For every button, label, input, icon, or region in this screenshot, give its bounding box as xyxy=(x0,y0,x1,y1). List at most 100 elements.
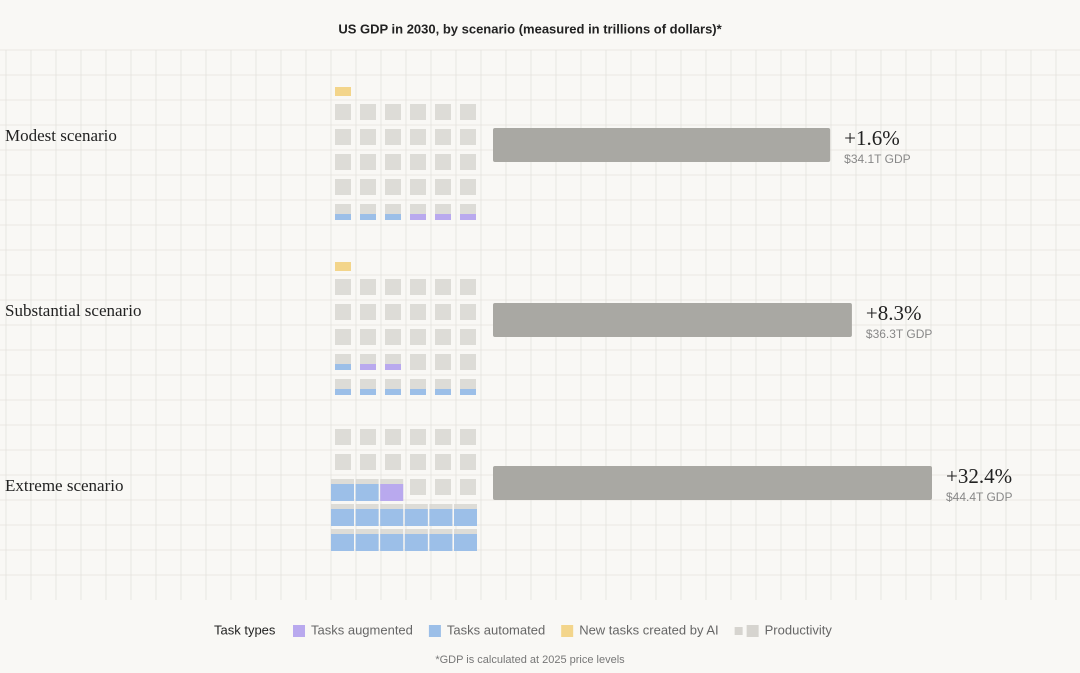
waffle-cell xyxy=(335,104,351,120)
legend-label: Productivity xyxy=(765,622,833,637)
waffle-cell xyxy=(360,104,376,120)
waffle-cell xyxy=(435,479,451,495)
waffle-cell xyxy=(435,214,451,220)
category-label: Substantial scenario xyxy=(5,301,141,320)
category-label: Modest scenario xyxy=(5,126,117,145)
legend-label: Tasks automated xyxy=(447,622,545,637)
value-label: $34.1T GDP xyxy=(844,152,910,166)
waffle-cell xyxy=(410,214,426,220)
waffle-cell xyxy=(335,154,351,170)
legend-title: Task types xyxy=(214,622,276,637)
waffle-cell xyxy=(410,179,426,195)
waffle-cell xyxy=(335,279,351,295)
waffle-cell xyxy=(460,479,476,495)
waffle-cell xyxy=(460,104,476,120)
waffle-cell xyxy=(360,304,376,320)
waffle-cell xyxy=(460,389,476,395)
waffle-cell xyxy=(355,534,379,551)
waffle-cell xyxy=(335,214,351,220)
waffle-cell xyxy=(435,279,451,295)
waffle-cell xyxy=(410,129,426,145)
waffle-cell xyxy=(385,429,401,445)
waffle-cell xyxy=(435,179,451,195)
waffle-cell xyxy=(454,534,477,551)
waffle-cell xyxy=(335,179,351,195)
waffle-cell xyxy=(410,479,426,495)
waffle-cell xyxy=(460,279,476,295)
waffle-cell xyxy=(331,509,354,526)
waffle-cell xyxy=(335,304,351,320)
waffle-cell xyxy=(331,534,354,551)
waffle-cell xyxy=(460,154,476,170)
waffle-cell xyxy=(435,104,451,120)
waffle-cell xyxy=(460,354,476,370)
legend-swatch xyxy=(734,627,743,635)
waffle-cell xyxy=(410,389,426,395)
waffle-cell xyxy=(331,484,354,501)
waffle-cell xyxy=(454,509,477,526)
waffle-cell xyxy=(385,179,401,195)
waffle-cell xyxy=(410,429,426,445)
legend-label: New tasks created by AI xyxy=(579,622,718,637)
footnote: *GDP is calculated at 2025 price levels xyxy=(435,654,625,666)
waffle-cell xyxy=(380,484,404,501)
waffle-cell xyxy=(360,179,376,195)
waffle-cell xyxy=(435,129,451,145)
waffle-cell xyxy=(404,534,428,551)
waffle-cell xyxy=(335,129,351,145)
waffle-cell xyxy=(385,279,401,295)
waffle-cell xyxy=(360,214,376,220)
waffle-cell xyxy=(460,129,476,145)
waffle-cell xyxy=(410,329,426,345)
waffle-cell xyxy=(385,304,401,320)
growth-label: +1.6% xyxy=(844,126,900,150)
waffle-cell xyxy=(410,354,426,370)
waffle-cell xyxy=(360,389,376,395)
legend-swatch xyxy=(746,625,759,637)
waffle-cell xyxy=(435,454,451,470)
waffle-cell xyxy=(380,534,404,551)
growth-label: +8.3% xyxy=(866,301,922,325)
waffle-cell xyxy=(355,484,379,501)
waffle-cell xyxy=(435,354,451,370)
waffle-cell xyxy=(460,329,476,345)
waffle-cell xyxy=(385,129,401,145)
value-label: $36.3T GDP xyxy=(866,327,932,341)
legend-label: Tasks augmented xyxy=(311,622,413,637)
waffle-cell xyxy=(360,429,376,445)
waffle-cell xyxy=(429,509,453,526)
waffle-cell xyxy=(335,364,351,370)
waffle-cell xyxy=(410,154,426,170)
waffle-cell xyxy=(335,389,351,395)
waffle-cell xyxy=(360,454,376,470)
bar xyxy=(493,466,932,500)
waffle-cell xyxy=(410,454,426,470)
waffle-cell xyxy=(385,454,401,470)
waffle-cell xyxy=(360,364,376,370)
bar xyxy=(493,303,852,337)
waffle-cell xyxy=(335,87,351,96)
waffle-cell xyxy=(360,129,376,145)
waffle-cell xyxy=(360,329,376,345)
waffle-cell xyxy=(360,279,376,295)
growth-label: +32.4% xyxy=(946,464,1012,488)
waffle-cell xyxy=(435,389,451,395)
background-grid xyxy=(0,49,1080,600)
waffle-cell xyxy=(335,454,351,470)
waffle-cell xyxy=(460,214,476,220)
bar xyxy=(493,128,831,162)
waffle-cell xyxy=(360,154,376,170)
category-label: Extreme scenario xyxy=(5,476,123,495)
chart-title: US GDP in 2030, by scenario (measured in… xyxy=(338,21,722,36)
legend-swatch xyxy=(561,625,574,637)
waffle-cell xyxy=(460,454,476,470)
waffle-cell xyxy=(460,179,476,195)
waffle-cell xyxy=(385,329,401,345)
waffle-cell xyxy=(335,329,351,345)
waffle-cell xyxy=(429,534,453,551)
waffle-cell xyxy=(435,154,451,170)
waffle-cell xyxy=(435,304,451,320)
waffle-cell xyxy=(410,304,426,320)
value-label: $44.4T GDP xyxy=(946,490,1012,504)
